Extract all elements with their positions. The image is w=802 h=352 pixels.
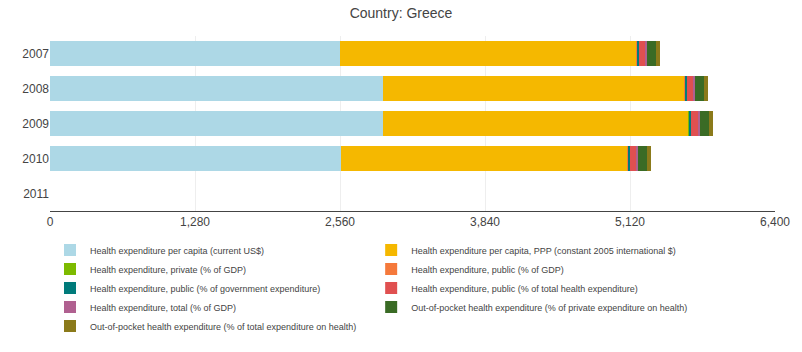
svg-text:2007: 2007 [22,47,49,61]
svg-text:2008: 2008 [22,82,49,96]
svg-text:2010: 2010 [22,152,49,166]
svg-text:Health expenditure, public (%: Health expenditure, public (% of governm… [90,284,320,294]
svg-text:2011: 2011 [23,187,49,201]
svg-text:Health expenditure, private (%: Health expenditure, private (% of GDP) [90,265,246,275]
svg-text:0: 0 [47,215,54,229]
svg-text:Health expenditure, public (%: Health expenditure, public (% of GDP) [411,265,564,275]
svg-text:Out-of-pocket health expenditu: Out-of-pocket health expenditure (% of t… [90,322,356,332]
svg-text:2,560: 2,560 [325,215,355,229]
svg-text:6,400: 6,400 [760,215,790,229]
svg-text:Health expenditure per capita,: Health expenditure per capita, PPP (cons… [411,246,676,256]
svg-text:Health expenditure per capita: Health expenditure per capita (current U… [90,246,264,256]
svg-text:1,280: 1,280 [180,215,210,229]
svg-text:Health expenditure, total (% o: Health expenditure, total (% of GDP) [90,303,236,313]
svg-text:Out-of-pocket health expenditu: Out-of-pocket health expenditure (% of p… [411,303,687,313]
svg-text:2009: 2009 [22,117,49,131]
svg-text:3,840: 3,840 [470,215,500,229]
svg-text:Health expenditure, public (%: Health expenditure, public (% of total h… [411,284,638,294]
svg-text:5,120: 5,120 [615,215,645,229]
svg-text:Country: Greece: Country: Greece [350,5,453,21]
